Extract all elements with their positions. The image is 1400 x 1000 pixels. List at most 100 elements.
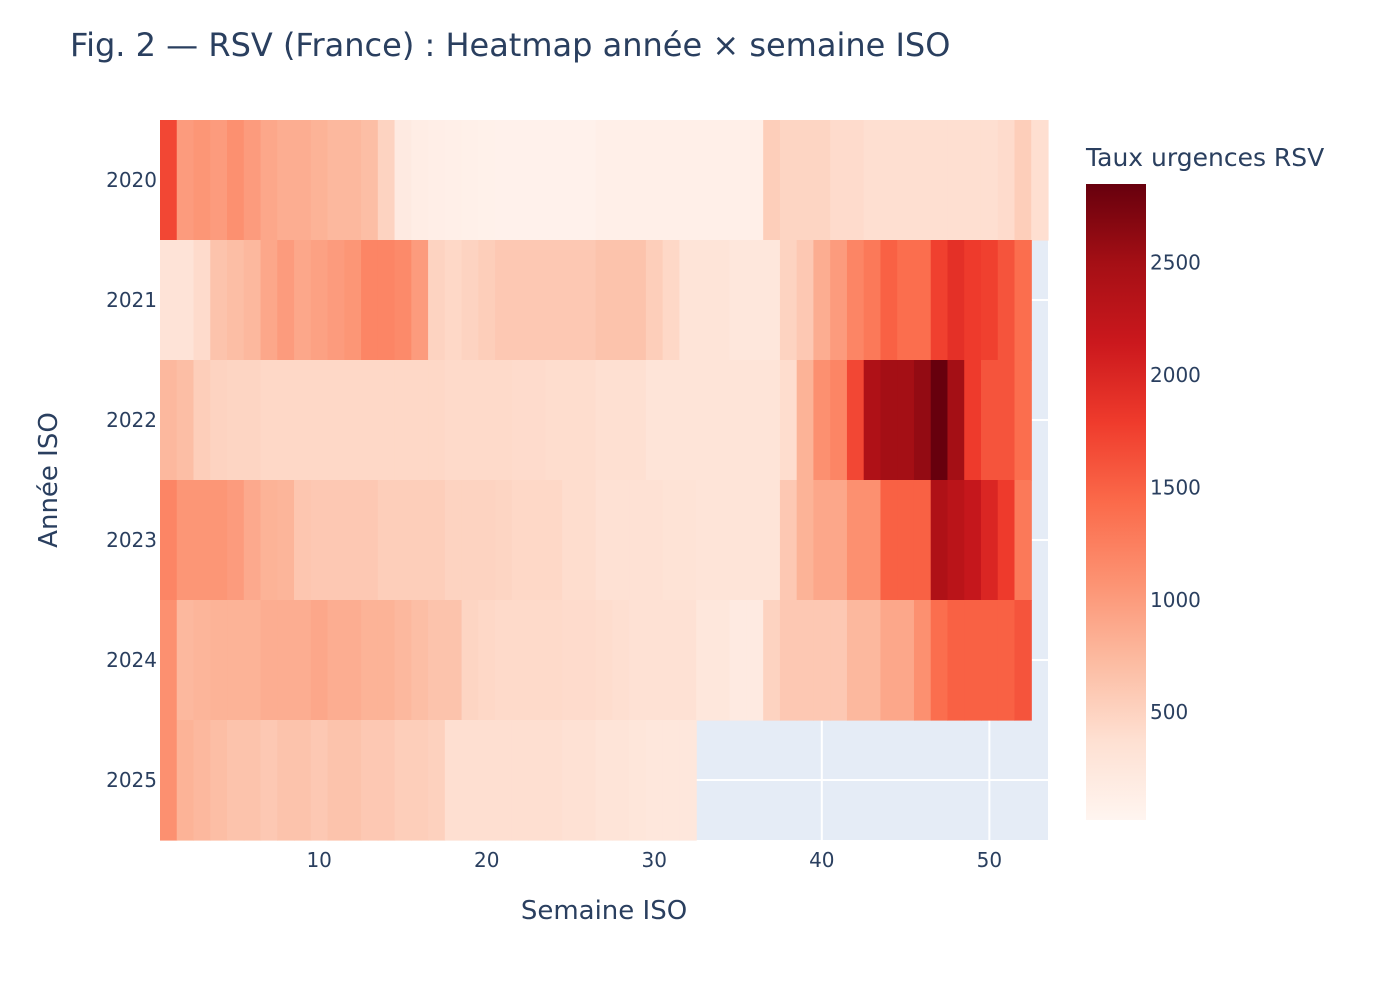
- heatmap-cell[interactable]: [796, 240, 815, 361]
- heatmap-cell[interactable]: [495, 720, 513, 841]
- heatmap-cell[interactable]: [411, 600, 429, 721]
- heatmap-cell[interactable]: [930, 240, 949, 361]
- heatmap-cell[interactable]: [411, 120, 429, 241]
- heatmap-cell[interactable]: [897, 600, 915, 721]
- heatmap-cell[interactable]: [729, 240, 748, 361]
- heatmap-cell[interactable]: [612, 720, 630, 841]
- heatmap-cell[interactable]: [478, 120, 496, 241]
- heatmap-cell[interactable]: [160, 360, 178, 481]
- heatmap-cell[interactable]: [160, 480, 178, 601]
- heatmap-cell[interactable]: [612, 600, 630, 721]
- heatmap-cell[interactable]: [176, 120, 195, 241]
- heatmap-cell[interactable]: [846, 600, 865, 721]
- heatmap-cell[interactable]: [930, 360, 949, 481]
- heatmap-cell[interactable]: [846, 480, 865, 601]
- heatmap-cell[interactable]: [294, 240, 312, 361]
- heatmap-cell[interactable]: [210, 720, 228, 841]
- heatmap-cell[interactable]: [662, 480, 680, 601]
- heatmap-cell[interactable]: [411, 720, 429, 841]
- heatmap-cell[interactable]: [260, 120, 278, 241]
- heatmap-cell[interactable]: [361, 120, 379, 241]
- heatmap-cell[interactable]: [796, 480, 815, 601]
- heatmap-cell[interactable]: [779, 120, 798, 241]
- heatmap-cell[interactable]: [813, 120, 831, 241]
- heatmap-cell[interactable]: [243, 480, 262, 601]
- heatmap-cell[interactable]: [964, 360, 982, 481]
- heatmap-cell[interactable]: [444, 600, 463, 721]
- heatmap-cell[interactable]: [511, 600, 530, 721]
- heatmap-cell[interactable]: [193, 720, 211, 841]
- heatmap-cell[interactable]: [511, 240, 530, 361]
- heatmap-cell[interactable]: [294, 120, 312, 241]
- heatmap-cell[interactable]: [1014, 240, 1032, 361]
- heatmap-cell[interactable]: [897, 360, 915, 481]
- heatmap-cell[interactable]: [830, 240, 848, 361]
- heatmap-cell[interactable]: [444, 480, 463, 601]
- heatmap-cell[interactable]: [227, 480, 245, 601]
- heatmap-cell[interactable]: [980, 360, 999, 481]
- heatmap-cell[interactable]: [344, 240, 362, 361]
- heatmap-cell[interactable]: [243, 360, 262, 481]
- heatmap-cell[interactable]: [679, 720, 697, 841]
- heatmap-cell[interactable]: [160, 240, 178, 361]
- heatmap-cell[interactable]: [461, 600, 479, 721]
- heatmap-cell[interactable]: [428, 480, 446, 601]
- heatmap-cell[interactable]: [679, 600, 697, 721]
- heatmap-cell[interactable]: [796, 600, 815, 721]
- heatmap-cell[interactable]: [846, 120, 865, 241]
- heatmap-cell[interactable]: [645, 600, 664, 721]
- heatmap-cell[interactable]: [294, 720, 312, 841]
- heatmap-cell[interactable]: [478, 360, 496, 481]
- heatmap-cell[interactable]: [830, 600, 848, 721]
- heatmap-cell[interactable]: [160, 600, 178, 721]
- heatmap-cell[interactable]: [712, 120, 731, 241]
- heatmap-cell[interactable]: [411, 480, 429, 601]
- heatmap-cell[interactable]: [160, 120, 178, 241]
- heatmap-cell[interactable]: [361, 720, 379, 841]
- heatmap-cell[interactable]: [461, 120, 479, 241]
- heatmap-cell[interactable]: [377, 120, 396, 241]
- heatmap-cell[interactable]: [578, 600, 597, 721]
- heatmap-cell[interactable]: [964, 480, 982, 601]
- heatmap-cell[interactable]: [160, 720, 178, 841]
- heatmap-cell[interactable]: [662, 240, 680, 361]
- heatmap-cell[interactable]: [679, 120, 697, 241]
- heatmap-cell[interactable]: [578, 720, 597, 841]
- heatmap-cell[interactable]: [193, 240, 211, 361]
- heatmap-cell[interactable]: [361, 360, 379, 481]
- heatmap-cell[interactable]: [763, 120, 781, 241]
- heatmap-cell[interactable]: [377, 360, 396, 481]
- heatmap-cell[interactable]: [947, 240, 965, 361]
- heatmap-cell[interactable]: [428, 240, 446, 361]
- heatmap-cell[interactable]: [645, 120, 664, 241]
- heatmap-cell[interactable]: [997, 360, 1016, 481]
- heatmap-cell[interactable]: [361, 240, 379, 361]
- heatmap-cell[interactable]: [947, 360, 965, 481]
- heatmap-cell[interactable]: [428, 120, 446, 241]
- heatmap-cell[interactable]: [746, 600, 764, 721]
- heatmap-cell[interactable]: [193, 360, 211, 481]
- heatmap-cell[interactable]: [980, 120, 999, 241]
- heatmap-cell[interactable]: [310, 480, 329, 601]
- heatmap-cell[interactable]: [980, 600, 999, 721]
- heatmap-cell[interactable]: [528, 360, 546, 481]
- heatmap-cell[interactable]: [729, 480, 748, 601]
- heatmap-cell[interactable]: [495, 240, 513, 361]
- heatmap-cell[interactable]: [562, 720, 580, 841]
- heatmap-cell[interactable]: [612, 360, 630, 481]
- heatmap-cell[interactable]: [880, 480, 898, 601]
- heatmap-cell[interactable]: [578, 360, 597, 481]
- heatmap-cell[interactable]: [1031, 120, 1049, 241]
- heatmap-cell[interactable]: [411, 240, 429, 361]
- heatmap-cell[interactable]: [227, 720, 245, 841]
- heatmap-cell[interactable]: [813, 600, 831, 721]
- heatmap-cell[interactable]: [746, 360, 764, 481]
- heatmap-cell[interactable]: [947, 480, 965, 601]
- heatmap-cell[interactable]: [562, 120, 580, 241]
- heatmap-cell[interactable]: [461, 720, 479, 841]
- heatmap-cell[interactable]: [210, 360, 228, 481]
- heatmap-cell[interactable]: [595, 600, 613, 721]
- heatmap-cell[interactable]: [696, 480, 714, 601]
- heatmap-cell[interactable]: [997, 240, 1016, 361]
- heatmap-cell[interactable]: [813, 240, 831, 361]
